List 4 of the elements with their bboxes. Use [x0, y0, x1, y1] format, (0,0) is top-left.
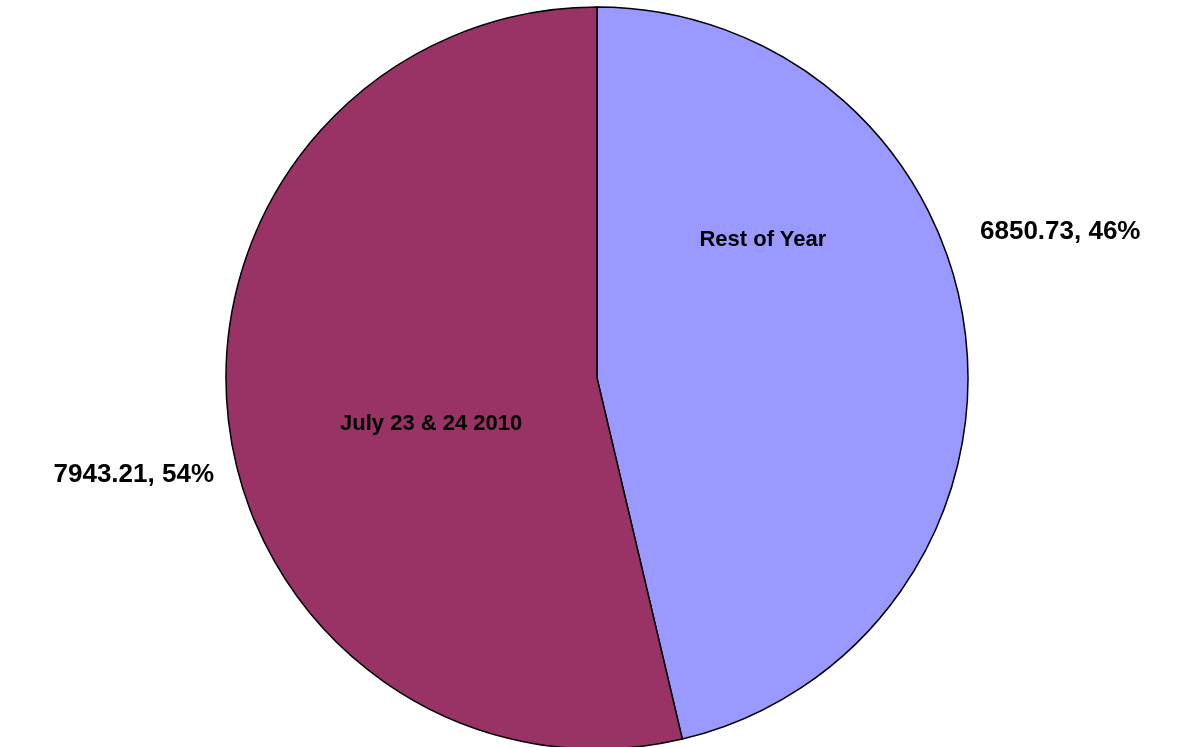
- slice-label: Rest of Year: [699, 226, 827, 252]
- slice-label: July 23 & 24 2010: [340, 409, 523, 435]
- data-label: 7943.21, 54%: [53, 457, 214, 488]
- data-label: 6850.73, 46%: [980, 215, 1141, 246]
